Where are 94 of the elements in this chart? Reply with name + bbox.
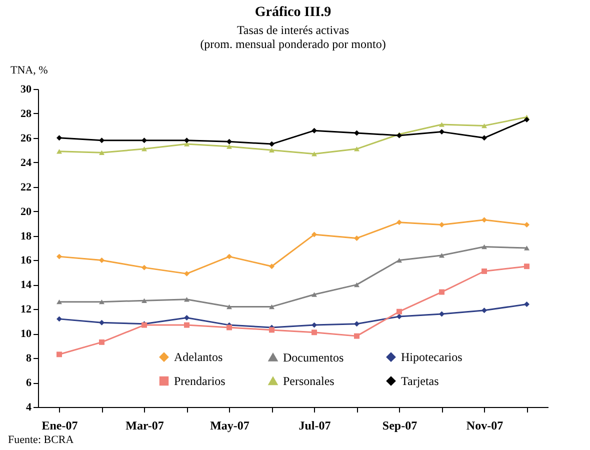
point (226, 304, 232, 310)
legend-label: Prendarios (174, 374, 226, 388)
point (184, 270, 190, 276)
y-tick-label: 12 (20, 304, 32, 316)
y-tick-label: 16 (20, 254, 32, 267)
source-note: Fuente: BCRA (8, 434, 74, 446)
point (184, 314, 190, 320)
point (354, 235, 360, 241)
point (56, 352, 62, 358)
y-tick-label: 28 (20, 108, 32, 120)
point (99, 299, 104, 304)
point (99, 257, 104, 263)
y-tick-label: 6 (26, 377, 32, 390)
y-tick-label: 4 (26, 402, 32, 414)
point (312, 232, 317, 238)
point (99, 339, 104, 345)
point (269, 148, 274, 153)
x-tick-label: Nov-07 (466, 418, 504, 432)
point (524, 264, 530, 270)
point (524, 222, 530, 228)
point (312, 330, 317, 336)
chart-subtitle: Tasas de interés activas (236, 23, 350, 37)
legend-label: Tarjetas (401, 374, 440, 388)
point (354, 146, 360, 152)
point (396, 258, 402, 263)
point (269, 304, 274, 310)
point (482, 268, 487, 274)
point (354, 130, 360, 136)
point (56, 149, 62, 154)
x-tick-label: Jul-07 (298, 418, 331, 432)
point (184, 138, 190, 144)
y-tick-label: 22 (20, 181, 32, 194)
legend-label: Personales (283, 374, 335, 388)
y-tick-label: 14 (20, 279, 32, 292)
point (312, 292, 317, 297)
point (524, 116, 530, 122)
point (354, 282, 360, 288)
y-tick-label: 18 (20, 230, 32, 242)
point (482, 244, 487, 250)
y-tick-label: 8 (26, 352, 32, 365)
y-tick-label: 10 (20, 328, 32, 340)
point (312, 151, 317, 156)
y-tick-label: 24 (20, 156, 32, 169)
point (269, 264, 274, 270)
point (99, 150, 104, 155)
point (184, 322, 190, 328)
y-axis-title: TNA, % (10, 64, 48, 76)
point (226, 324, 232, 330)
x-tick-label: May-07 (210, 418, 250, 432)
point (396, 308, 402, 314)
point (226, 254, 232, 260)
x-tick-label: Ene-07 (42, 418, 78, 432)
legend-label: Documentos (283, 350, 344, 364)
point (226, 144, 232, 149)
point (524, 246, 530, 250)
point (439, 252, 444, 258)
point (439, 311, 444, 317)
point (354, 333, 360, 339)
point (142, 264, 147, 270)
point (269, 141, 274, 147)
point (439, 129, 444, 135)
point (56, 135, 62, 141)
point (142, 298, 147, 303)
point (56, 254, 62, 260)
legend-label: Adelantos (174, 350, 223, 364)
point (56, 299, 62, 304)
point (396, 220, 402, 226)
legend-label: Hipotecarios (401, 350, 463, 364)
point (312, 322, 317, 328)
point (482, 135, 487, 141)
point (482, 308, 487, 314)
point (226, 138, 232, 144)
point (142, 138, 147, 144)
point (439, 222, 444, 228)
point (99, 138, 104, 144)
point (312, 128, 317, 134)
point (439, 289, 444, 295)
point (269, 327, 274, 333)
point (56, 316, 62, 322)
point (142, 146, 147, 152)
y-tick-label: 26 (20, 132, 32, 144)
point (184, 296, 190, 302)
point (524, 302, 530, 307)
point (482, 123, 487, 128)
chart-title: Gráfico III.9 (254, 5, 332, 20)
text: (prom. mensual ponderado por monto) (200, 37, 386, 51)
x-tick-label: Sep-07 (382, 418, 418, 432)
y-tick-label: 30 (20, 84, 32, 96)
x-tick-label: Mar-07 (126, 418, 164, 432)
point (482, 217, 487, 223)
point (439, 122, 444, 127)
point (99, 320, 104, 326)
point (354, 321, 360, 327)
y-tick-label: 20 (20, 206, 32, 218)
